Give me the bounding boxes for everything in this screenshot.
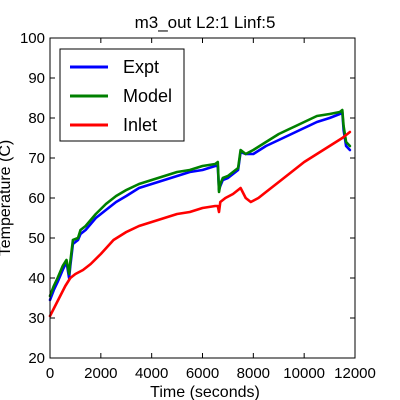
- y-axis-title: Temperature (C): [0, 140, 14, 256]
- x-tick-label: 12000: [334, 365, 376, 382]
- y-tick-label: 60: [28, 190, 45, 207]
- y-tick-label: 90: [28, 70, 45, 87]
- y-tick-label: 50: [28, 230, 45, 247]
- y-tick-label: 20: [28, 350, 45, 367]
- legend-label-model: Model: [123, 86, 172, 106]
- y-tick-label: 100: [20, 30, 45, 47]
- legend-label-expt: Expt: [123, 57, 159, 77]
- legend-label-inlet: Inlet: [123, 115, 157, 135]
- x-axis-title: Time (seconds): [150, 384, 260, 400]
- y-tick-label: 30: [28, 310, 45, 327]
- y-tick-label: 80: [28, 110, 45, 127]
- chart-title: m3_out L2:1 Linf:5: [135, 13, 276, 32]
- x-tick-label: 2000: [84, 365, 117, 382]
- y-tick-label: 70: [28, 150, 45, 167]
- x-tick-label: 6000: [186, 365, 219, 382]
- x-tick-label: 8000: [237, 365, 270, 382]
- x-tick-label: 0: [46, 365, 54, 382]
- x-tick-label: 4000: [135, 365, 168, 382]
- x-tick-label: 10000: [283, 365, 325, 382]
- y-tick-label: 40: [28, 270, 45, 287]
- legend: Expt Model Inlet: [60, 49, 184, 141]
